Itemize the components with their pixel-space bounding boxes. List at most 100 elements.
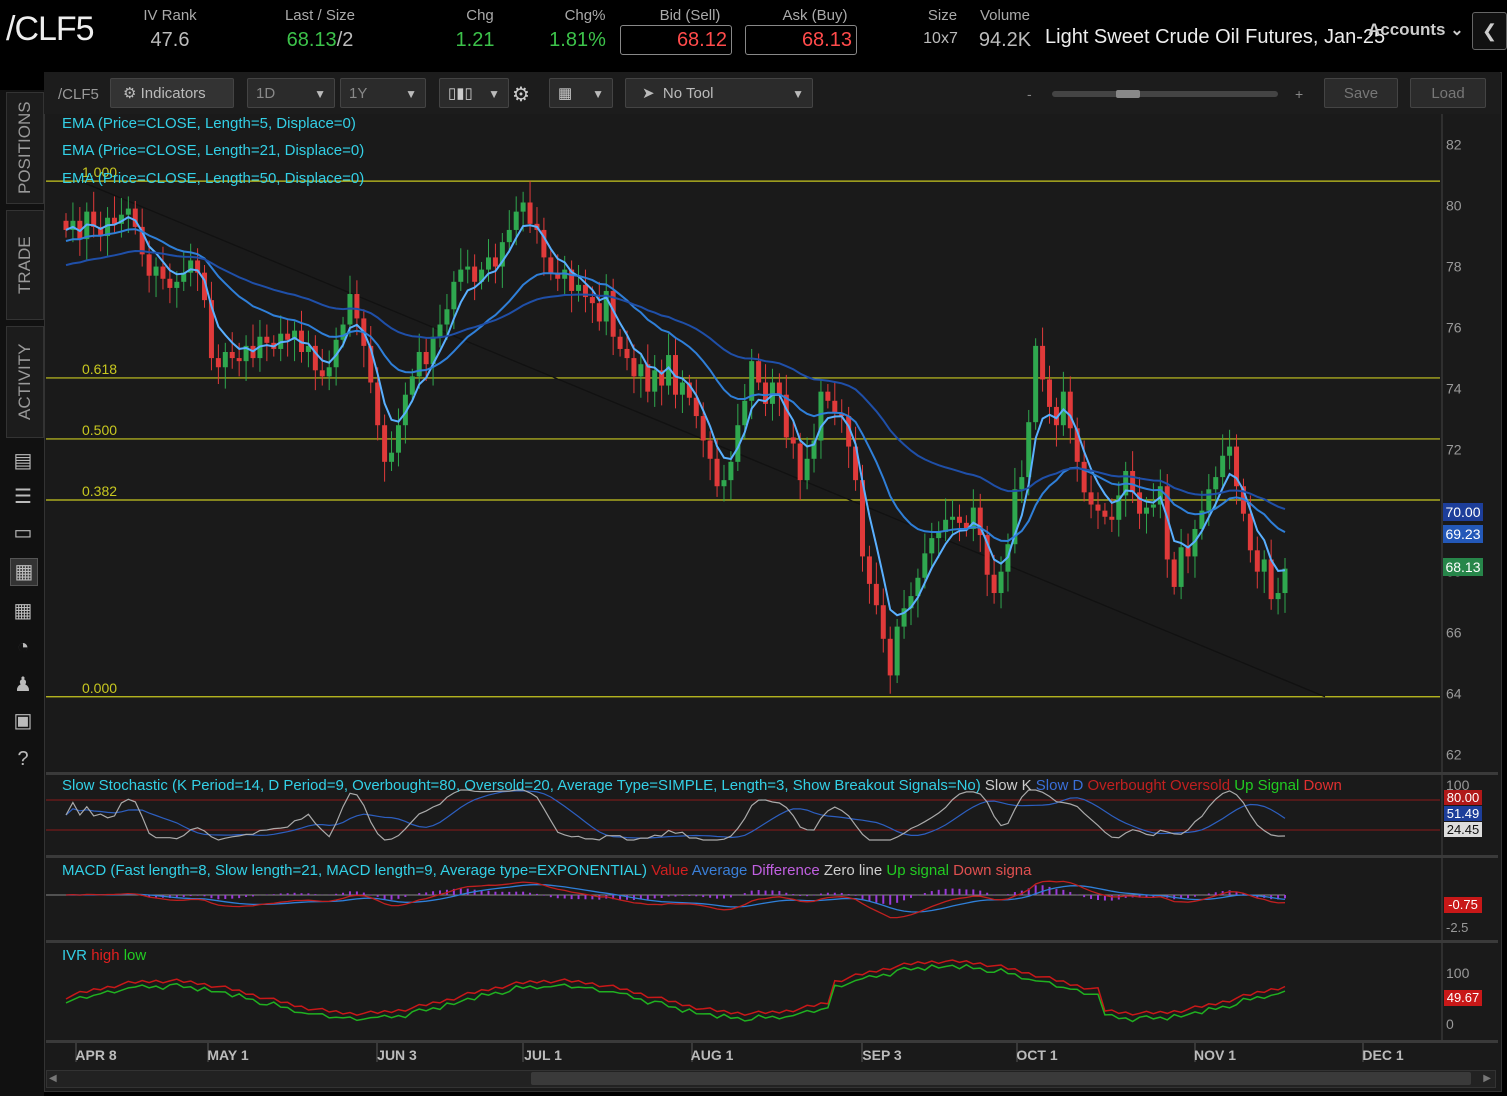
stoch-slow-k-label: 24.45	[1444, 822, 1482, 837]
tv-icon[interactable]: ▭	[13, 522, 33, 544]
indicators-button[interactable]: ⚙ Indicators	[110, 78, 234, 108]
timeframe-select[interactable]: 1Y ▼	[340, 78, 426, 108]
ema21-study-title[interactable]: EMA (Price=CLOSE, Length=21, Displace=0)	[62, 142, 365, 159]
candle-body	[742, 400, 748, 426]
candle-body	[354, 294, 360, 319]
left-sidebar: POSITIONS TRADE ACTIVITY ▤ ☰ ▭ ▦ ▦ ◔ ♟ ▣…	[0, 90, 44, 1096]
candle-body	[763, 382, 769, 404]
chevron-down-icon: ▼	[488, 87, 500, 101]
candle-body	[1074, 428, 1080, 462]
toolbar-symbol: /CLF5	[58, 86, 99, 103]
ivr-value-label: 49.67	[1444, 990, 1482, 1006]
symbol-title[interactable]: /CLF5	[6, 10, 95, 48]
candle-body	[908, 596, 914, 609]
xaxis-separator	[46, 1040, 1498, 1043]
candle-body	[1033, 345, 1039, 423]
list-icon[interactable]: ☰	[14, 486, 32, 508]
legend-low: low	[123, 947, 147, 964]
candle-body	[91, 211, 97, 227]
gauge-icon[interactable]: ◔	[16, 636, 30, 658]
candle-body	[153, 266, 159, 276]
accounts-menu[interactable]: Accounts ⌄	[1368, 20, 1464, 40]
candle-body	[479, 269, 485, 282]
candle-body	[167, 278, 173, 288]
news-icon[interactable]: ▤	[13, 450, 33, 472]
zoom-out-button[interactable]: -	[1027, 86, 1032, 102]
candle-body	[582, 284, 588, 298]
ask-label: Ask (Buy)	[782, 7, 848, 24]
stoch-title: Slow Stochastic (K Period=14, D Period=9…	[62, 777, 981, 794]
bid-button[interactable]: 68.12	[620, 25, 732, 55]
last-size-label: Last / Size	[284, 7, 356, 24]
legend-slow-k: Slow K	[984, 777, 1032, 794]
candle-body	[368, 345, 374, 383]
load-button[interactable]: Load	[1410, 78, 1486, 108]
chart-icon[interactable]: ▦	[10, 558, 38, 586]
collapse-left-button[interactable]: ❮	[1472, 12, 1507, 50]
macd-study-title[interactable]: MACD (Fast length=8, Slow length=21, MAC…	[62, 862, 1031, 879]
zoom-slider-thumb[interactable]	[1116, 90, 1140, 98]
ema5-study-title[interactable]: EMA (Price=CLOSE, Length=5, Displace=0)	[62, 115, 356, 132]
scroll-left-icon[interactable]: ◀	[49, 1073, 57, 1084]
candle-body	[409, 376, 415, 395]
save-button[interactable]: Save	[1324, 78, 1398, 108]
candle-body	[444, 309, 450, 325]
candle-body	[617, 336, 623, 349]
candle-body	[125, 208, 131, 215]
candle-body	[818, 391, 824, 441]
date-tick-label: OCT 1	[1016, 1047, 1057, 1063]
zoom-slider[interactable]	[1052, 90, 1278, 98]
ema50-price-label: 70.00	[1443, 503, 1483, 521]
candle-body	[991, 574, 997, 594]
candle-body	[901, 608, 907, 627]
macd-separator	[46, 855, 1498, 858]
chart-style-select[interactable]: ▯▮▯ ▼	[439, 78, 509, 108]
candle-body	[1275, 593, 1281, 600]
legend-high: high	[91, 947, 120, 964]
candle-body	[707, 440, 713, 459]
calendar-icon[interactable]: ▣	[13, 710, 33, 732]
fib-level-label: 1.000	[82, 164, 117, 180]
stoch-study-title[interactable]: Slow Stochastic (K Period=14, D Period=9…	[62, 777, 1342, 794]
help-icon[interactable]: ?	[17, 748, 29, 770]
candle-body	[797, 443, 803, 481]
candle-body	[105, 217, 111, 237]
scroll-right-icon[interactable]: ▶	[1483, 1073, 1491, 1084]
candle-body	[236, 358, 242, 362]
candle-body	[472, 266, 478, 282]
candle-body	[1261, 559, 1267, 572]
grid-icon[interactable]: ▦	[13, 600, 33, 622]
candle-body	[1095, 504, 1101, 511]
ask-button[interactable]: 68.13	[745, 25, 857, 55]
ivr-study-title[interactable]: IVR high low	[62, 947, 146, 964]
candle-body	[922, 553, 928, 578]
candle-body	[1199, 510, 1205, 529]
ema50-study-title[interactable]: EMA (Price=CLOSE, Length=50, Displace=0)	[62, 170, 365, 187]
macd-average-line	[65, 883, 1286, 913]
candle-body	[839, 413, 845, 417]
candle-body	[132, 208, 138, 227]
aggregation-select[interactable]: 1D ▼	[247, 78, 335, 108]
drawings-select[interactable]: ▦ ▼	[549, 78, 613, 108]
date-tick-label: MAY 1	[207, 1047, 248, 1063]
candle-body	[1150, 504, 1156, 508]
candle-body	[70, 220, 76, 230]
zoom-in-button[interactable]: +	[1295, 86, 1304, 102]
tool-select[interactable]: ➤ No Tool ▼	[625, 78, 813, 108]
candle-body	[312, 345, 318, 371]
candle-body	[437, 324, 443, 337]
price-tick-label: 74	[1446, 381, 1462, 397]
candle-body	[1109, 516, 1115, 520]
legend-down: Down	[1303, 777, 1342, 794]
price-tick-label: 62	[1446, 747, 1462, 763]
candle-body	[631, 358, 637, 377]
people-icon[interactable]: ♟	[14, 674, 32, 696]
horizontal-scrollbar[interactable]: ◀ ▶	[46, 1070, 1496, 1088]
candle-body	[1213, 477, 1219, 490]
candle-body	[596, 303, 602, 322]
candle-body	[202, 272, 208, 301]
settings-icon[interactable]: ⚙	[512, 84, 530, 106]
candle-body	[825, 391, 831, 401]
scrollbar-thumb[interactable]	[531, 1072, 1471, 1085]
